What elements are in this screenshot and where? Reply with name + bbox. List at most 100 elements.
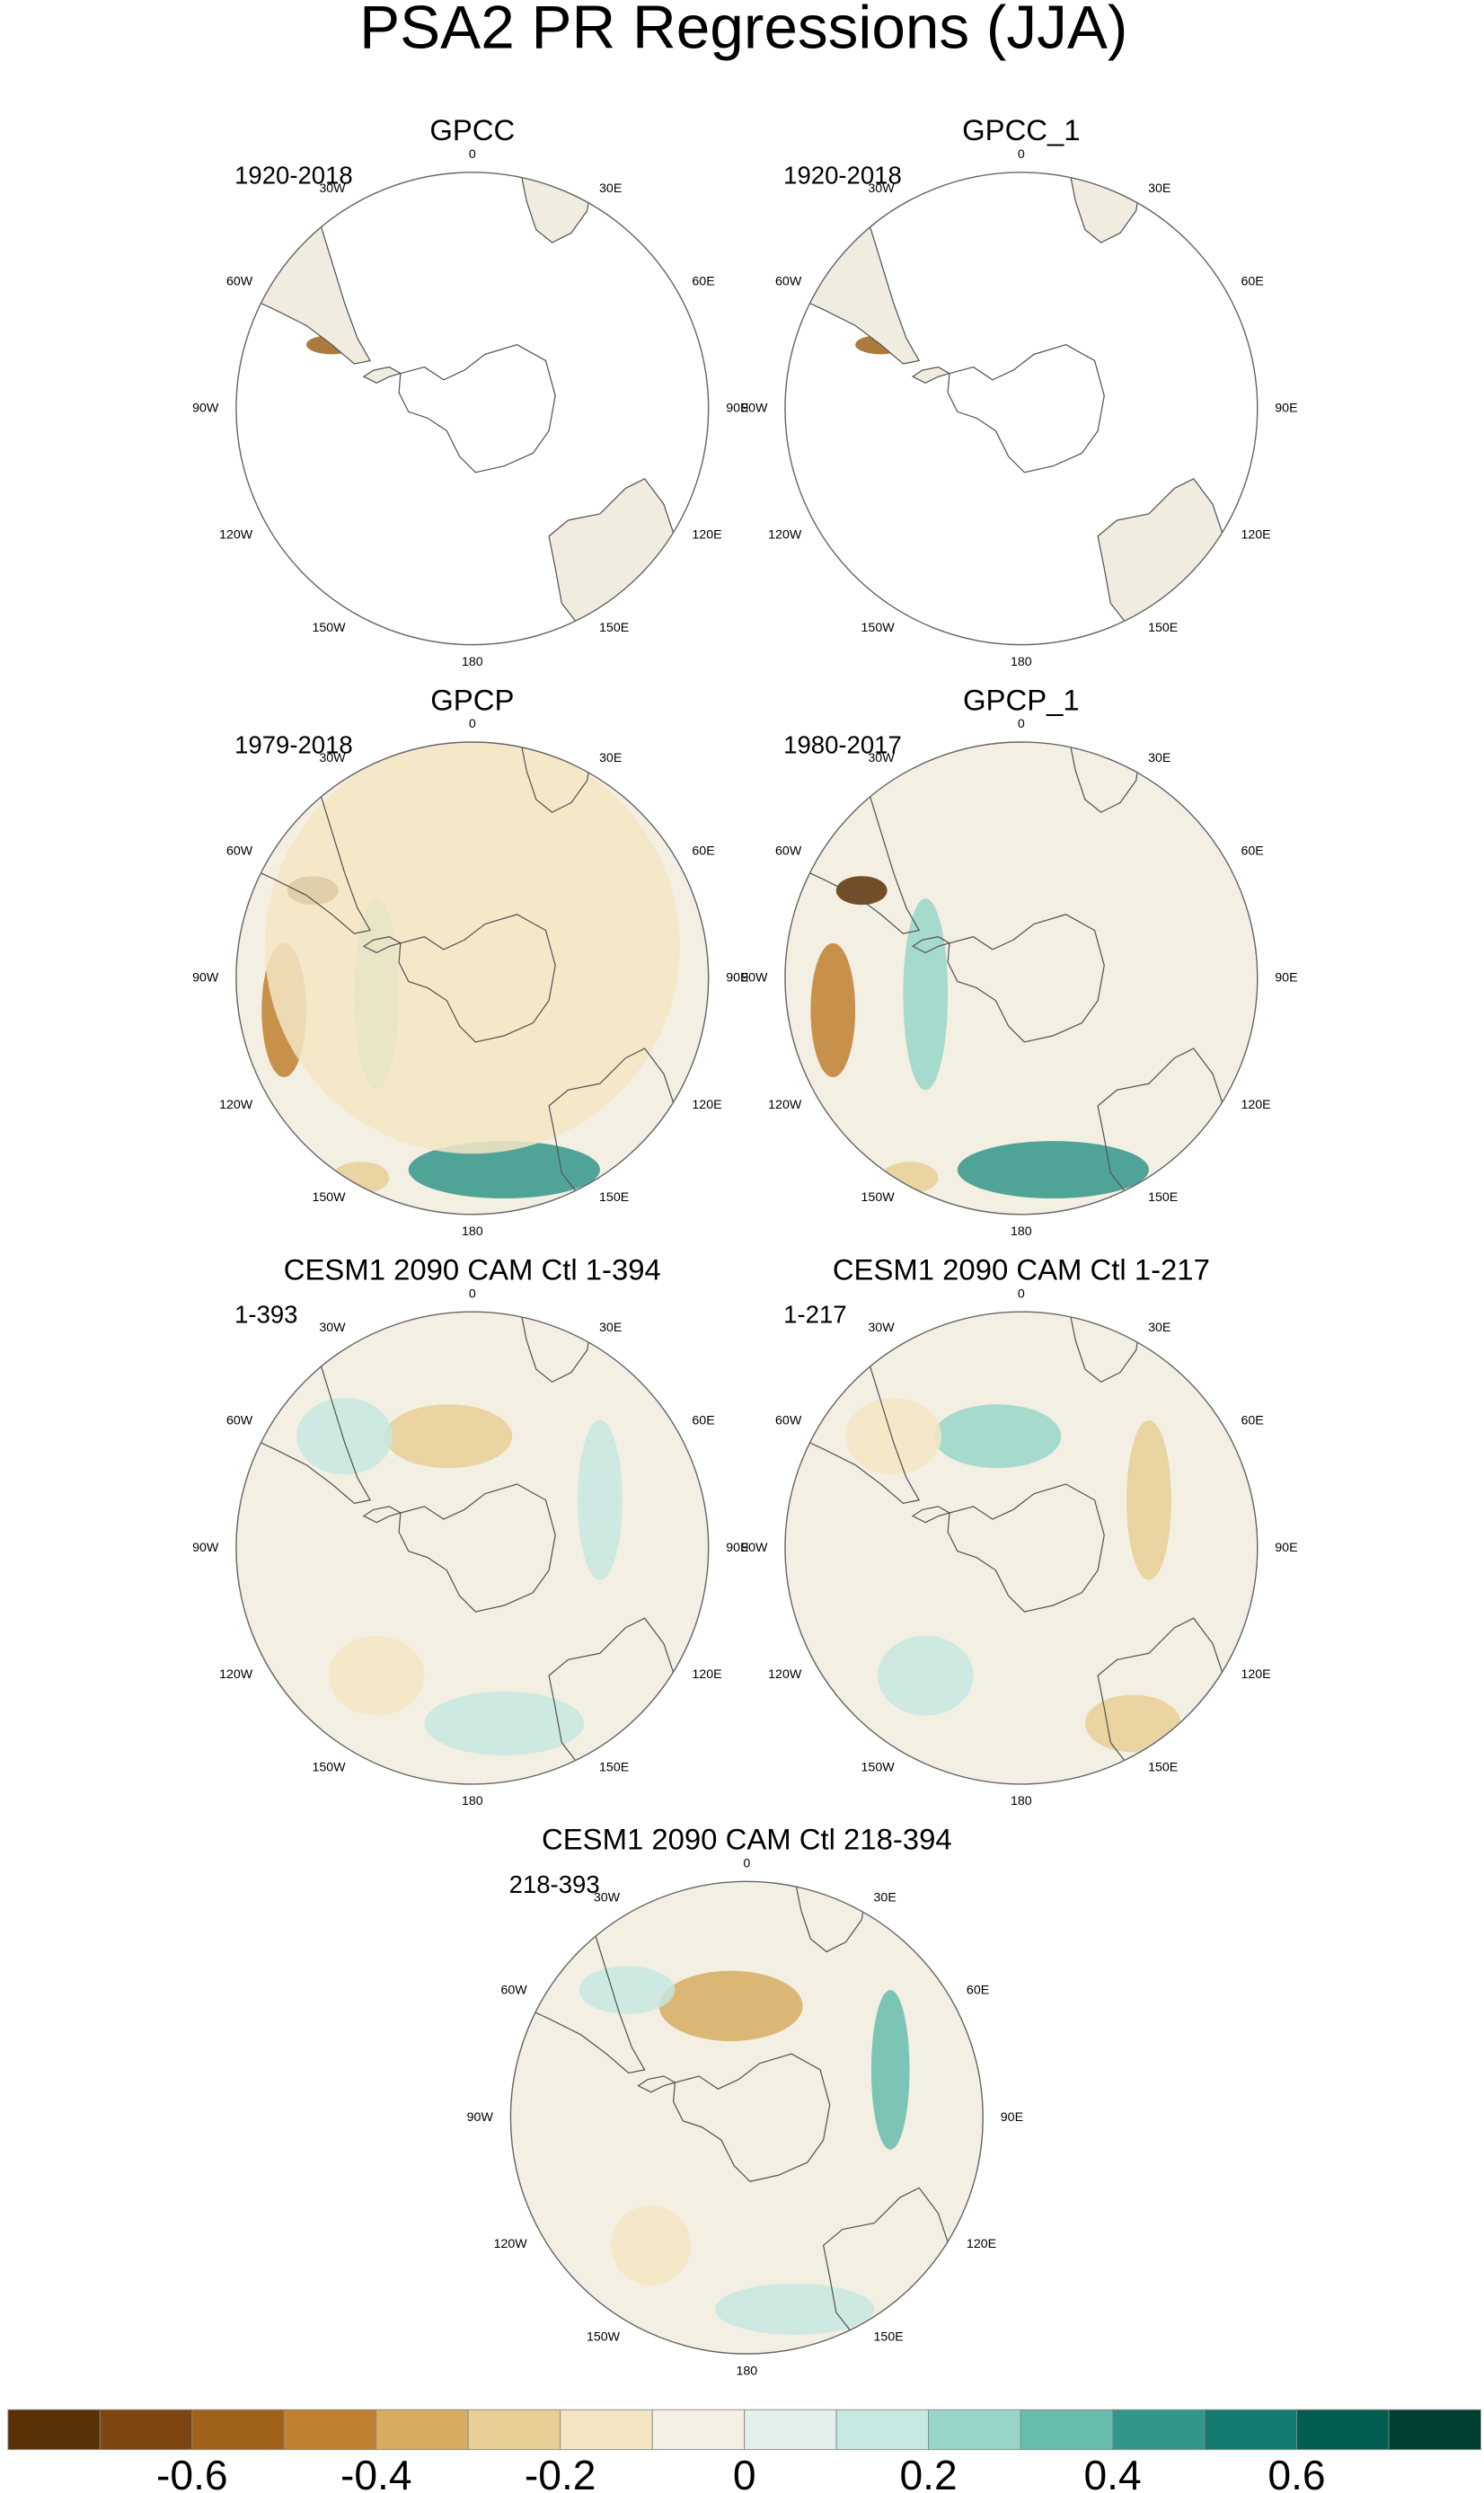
longitude-label: 30E <box>1148 181 1170 196</box>
colorbar-box <box>835 2409 930 2451</box>
background <box>784 1312 1258 1784</box>
longitude-label: 30W <box>868 1321 895 1335</box>
colorbar-tick-label: 0 <box>733 2452 756 2493</box>
longitude-label: 150W <box>861 1760 896 1774</box>
longitude-label: 150W <box>312 621 346 635</box>
map-border <box>235 1311 710 1785</box>
coastline <box>784 754 921 934</box>
coastline <box>1097 478 1230 633</box>
longitude-label: 0 <box>469 717 476 731</box>
panel-title: GPCC <box>429 113 515 146</box>
coastline <box>235 184 372 365</box>
panel-title: GPCP <box>430 683 514 716</box>
longitude-label: 90E <box>1001 2110 1023 2125</box>
colorbar-box <box>1020 2409 1113 2451</box>
longitude-label: 150E <box>599 1190 629 1205</box>
longitude-label: 90E <box>1275 1541 1297 1555</box>
pattern-blob <box>903 898 949 1091</box>
coastline <box>672 2053 831 2182</box>
coastline <box>947 1483 1105 1613</box>
map-border <box>784 741 1259 1216</box>
pattern-blob <box>1126 1419 1171 1580</box>
longitude-label: 0 <box>1018 147 1025 162</box>
colorbar-box <box>1204 2409 1297 2451</box>
map-content <box>235 741 709 1215</box>
longitude-label: 120W <box>768 1667 802 1682</box>
longitude-label: 120W <box>219 1667 253 1682</box>
longitude-label: 90E <box>1275 401 1297 415</box>
longitude-label: 120W <box>768 528 802 543</box>
panel-period: 1979-2018 <box>234 731 353 759</box>
longitude-label: 120W <box>494 2237 528 2251</box>
longitude-label: 180 <box>462 1794 483 1808</box>
longitude-label: 150W <box>312 1190 346 1205</box>
longitude-label: 0 <box>1018 1286 1025 1301</box>
longitude-label: 180 <box>1011 1224 1032 1239</box>
pattern-blob <box>835 876 888 906</box>
coastline <box>235 1323 372 1504</box>
longitude-label: 90W <box>192 1541 219 1555</box>
coastline <box>911 1506 951 1524</box>
longitude-label: 90E <box>726 1541 748 1555</box>
panel-title: CESM1 2090 CAM Ctl 1-217 <box>833 1252 1210 1286</box>
pattern-blob <box>384 1404 513 1469</box>
longitude-label: 180 <box>462 1224 483 1239</box>
longitude-label: 150E <box>874 2330 904 2345</box>
pattern-blob <box>611 2205 692 2285</box>
coastline <box>1097 1617 1230 1773</box>
longitude-label: 60W <box>775 1414 802 1428</box>
pattern-blob <box>1084 1694 1181 1753</box>
colorbar-box <box>1388 2409 1481 2451</box>
pattern-blob <box>408 1141 600 1199</box>
longitude-label: 30E <box>599 1321 622 1335</box>
longitude-label: 60W <box>775 844 802 858</box>
map-content <box>784 172 1230 633</box>
longitude-label: 150E <box>1148 1760 1178 1774</box>
longitude-label: 120E <box>692 1667 721 1682</box>
map-content <box>235 172 681 633</box>
longitude-label: 180 <box>462 655 483 669</box>
pattern-blob <box>810 942 856 1078</box>
map-content <box>235 1312 709 1784</box>
colorbar-tick-label: -0.4 <box>340 2452 412 2493</box>
pattern-blob <box>933 1404 1062 1469</box>
longitude-label: 0 <box>743 1857 750 1871</box>
longitude-label: 150E <box>1148 1190 1178 1205</box>
coastline <box>911 366 951 385</box>
longitude-label: 150W <box>587 2330 621 2345</box>
map-border <box>509 1880 984 2355</box>
longitude-label: 150W <box>312 1760 346 1774</box>
map <box>510 1881 984 2355</box>
colorbar-box <box>560 2409 653 2451</box>
map <box>784 741 1258 1215</box>
longitude-label: 120E <box>692 1098 721 1112</box>
longitude-label: 90W <box>741 971 768 986</box>
pattern-blob <box>658 1970 803 2041</box>
longitude-label: 180 <box>1011 655 1032 669</box>
panel-period: 1-217 <box>783 1301 846 1329</box>
pattern-blob <box>870 1990 910 2150</box>
longitude-label: 60E <box>1241 844 1263 858</box>
panel-period: 1920-2018 <box>783 161 902 189</box>
longitude-label: 90W <box>192 971 219 986</box>
longitude-label: 120E <box>692 528 721 543</box>
longitude-label: 150E <box>599 621 629 635</box>
colorbar-box <box>191 2409 285 2451</box>
longitude-label: 30E <box>1148 1321 1170 1335</box>
coastline <box>1097 1048 1230 1203</box>
longitude-label: 60W <box>775 274 802 288</box>
longitude-label: 30W <box>319 1321 346 1335</box>
longitude-label: 120E <box>1241 528 1270 543</box>
map-content <box>784 741 1258 1215</box>
longitude-label: 90W <box>467 2110 494 2125</box>
panel-period: 218-393 <box>509 1870 600 1898</box>
longitude-label: 30E <box>1148 751 1170 765</box>
longitude-label: 180 <box>736 2364 757 2378</box>
map <box>235 1312 709 1784</box>
coastline <box>398 1483 556 1613</box>
colorbar-box <box>99 2409 193 2451</box>
colorbar-tick-label: -0.6 <box>156 2452 228 2493</box>
longitude-label: 90E <box>726 971 748 986</box>
coastline <box>637 2075 676 2093</box>
